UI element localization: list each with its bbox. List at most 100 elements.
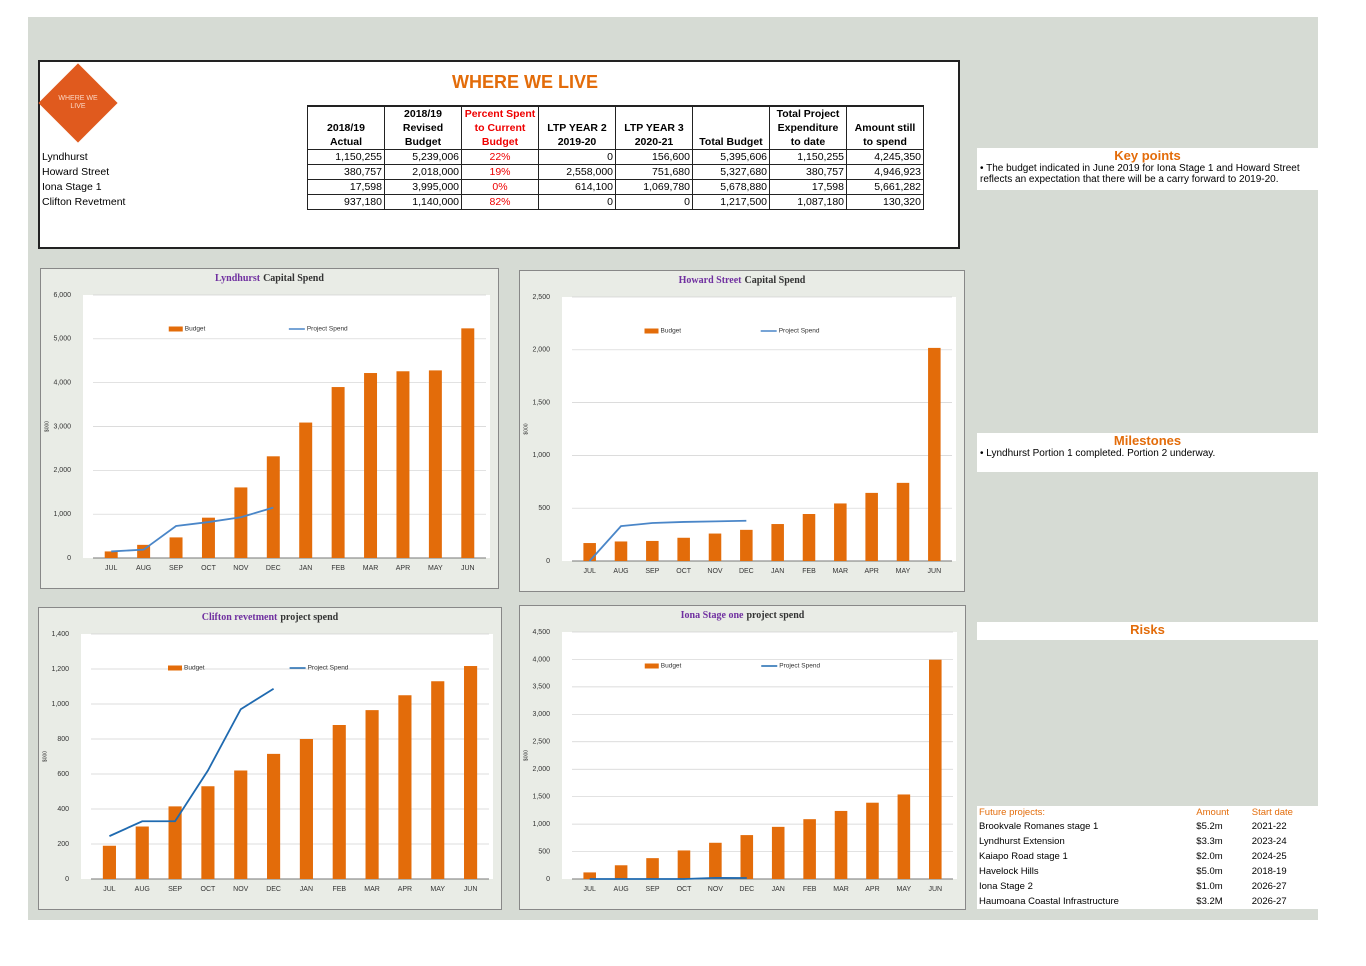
row: Clifton Revetment 937,180 1,140,000 82% 0 0 1,…: [40, 194, 924, 210]
x-tick-label: DEC: [266, 565, 281, 572]
bar: [331, 387, 345, 558]
x-tick-label: MAY: [897, 886, 912, 893]
y-tick-label: 3,000: [53, 423, 71, 430]
bar: [928, 347, 941, 561]
x-tick-label: APR: [865, 886, 879, 893]
bar: [332, 725, 346, 879]
column-header: 2018/19 Actual: [307, 105, 385, 150]
plot-area: [562, 297, 956, 561]
title: WHERE WE LIVE: [451, 72, 598, 92]
bar: [464, 666, 478, 879]
bar: [461, 328, 475, 558]
bar: [865, 492, 878, 561]
bar: [646, 540, 659, 561]
chart: Iona Stage one project spend 0 500 1,000 1,50…: [519, 605, 966, 910]
bar: [299, 739, 313, 879]
bar: [897, 794, 911, 879]
legend-swatch: [644, 328, 659, 334]
x-tick-label: JAN: [772, 886, 785, 893]
cell: 0: [615, 194, 693, 210]
cell: 2018-19: [1251, 866, 1287, 877]
legend-label: Budget: [185, 326, 206, 333]
cell: $3.3m: [1196, 836, 1223, 847]
bar: [583, 872, 596, 879]
bar: [802, 514, 816, 561]
x-tick-label: JUL: [583, 886, 596, 893]
y-tick-label: 2,500: [532, 294, 550, 301]
cell: 5,395,606: [692, 149, 770, 165]
text: • Lyndhurst Portion 1 completed. Portion…: [980, 448, 1216, 459]
y-tick-label: 1,500: [532, 794, 550, 801]
y-tick-label: 1,400: [51, 631, 69, 638]
logo-text: WHERE WE LIVE: [58, 95, 98, 110]
x-tick-label: JAN: [300, 886, 313, 893]
y-axis-label: $000: [523, 750, 529, 761]
cell: Lyndhurst Extension: [979, 836, 1065, 847]
y-tick-label: 1,000: [532, 821, 550, 828]
legend-label: Project Spend: [308, 665, 349, 672]
corner: [40, 106, 308, 150]
x-tick-label: FEB: [332, 886, 346, 893]
y-tick-label: 0: [65, 876, 69, 883]
cell: 17,598: [307, 179, 385, 195]
x-tick-label: OCT: [676, 568, 692, 575]
cell: 5,239,006: [384, 149, 462, 165]
bar: [365, 710, 379, 879]
title-name: Clifton revetment: [202, 612, 278, 623]
line: [589, 877, 747, 880]
bar: [803, 819, 816, 879]
chart: Clifton revetment project spend 0 200 400 600…: [38, 607, 502, 910]
x-tick-label: AUG: [135, 886, 150, 893]
bar: [266, 456, 280, 558]
chart-title: Iona Stage one project spend: [681, 610, 805, 621]
x-tick-label: OCT: [677, 886, 693, 893]
cell: 614,100: [538, 179, 616, 195]
bar: [135, 826, 149, 879]
title-rest: project spend: [280, 612, 338, 623]
cell: 0: [538, 194, 616, 210]
cell: Brookvale Romanes stage 1: [979, 821, 1099, 832]
y-tick-label: 1,500: [532, 399, 550, 406]
x-tick-label: AUG: [614, 886, 629, 893]
x-tick-label: DEC: [739, 886, 754, 893]
y-tick-label: 2,000: [532, 766, 550, 773]
cell: Havelock Hills: [979, 866, 1039, 877]
x-tick-label: JAN: [771, 568, 784, 575]
y-axis-label: $000: [523, 423, 529, 434]
title-rest: Capital Spend: [745, 275, 806, 286]
key-points: Key points • The budget indicated in Jun…: [977, 148, 1318, 190]
row: Kaiapo Road stage 1 $2.0m 2024-25: [977, 849, 1318, 864]
cell: 2,558,000: [538, 164, 616, 180]
row: Howard Street 380,757 2,018,000 19% 2,558,00…: [40, 164, 924, 180]
bar: [364, 373, 378, 558]
bar: [866, 802, 879, 879]
column-header: Amount: [1196, 807, 1230, 818]
y-tick-label: 0: [546, 876, 550, 883]
bar: [396, 371, 410, 558]
bar: [677, 537, 690, 561]
cell: 2026-27: [1251, 896, 1287, 907]
bar: [834, 503, 847, 561]
x-tick-label: MAR: [833, 568, 849, 575]
plot-area: [81, 634, 493, 879]
bar: [740, 835, 754, 879]
x-tick-label: SEP: [169, 565, 183, 572]
row-label: Howard Street: [42, 166, 110, 178]
bar: [168, 806, 182, 879]
column-header: Start date: [1251, 807, 1293, 818]
y-tick-label: 1,200: [51, 666, 69, 673]
cell: Kaiapo Road stage 1: [979, 851, 1068, 862]
bar: [896, 482, 910, 561]
bar: [201, 786, 215, 879]
x-tick-label: FEB: [802, 568, 816, 575]
cell: 1,150,255: [307, 149, 385, 165]
cell: 1,087,180: [769, 194, 847, 210]
legend-swatch: [644, 663, 659, 669]
x-tick-label: NOV: [707, 568, 723, 575]
row: Havelock Hills $5.0m 2018-19: [977, 864, 1318, 879]
cell: $2.0m: [1196, 851, 1223, 862]
y-tick-label: 1,000: [532, 452, 550, 459]
cell: $3.2M: [1196, 896, 1223, 907]
x-tick-label: NOV: [233, 565, 249, 572]
bar: [428, 370, 442, 558]
